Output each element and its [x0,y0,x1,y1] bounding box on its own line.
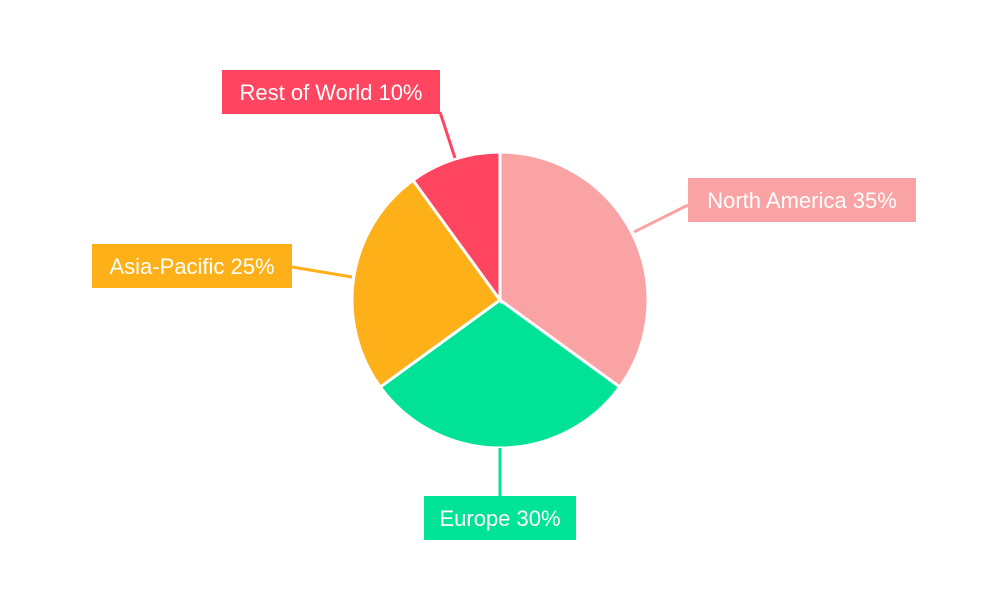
leader-line [633,203,689,234]
leader-line [291,265,353,279]
data-label: Asia-Pacific 25% [109,254,274,279]
pie-slice-europe[interactable] [378,298,622,450]
data-label: Rest of World 10% [239,80,422,105]
data-label-box [688,178,916,222]
pie-slice-asia-pacific[interactable] [350,178,503,390]
pie-slice-rest-of-world[interactable] [410,150,502,305]
data-label-box [424,496,576,540]
data-label: Europe 30% [439,506,560,531]
data-label-box [222,70,440,114]
data-label-box [92,244,292,288]
leader-line [438,111,457,159]
data-label: North America 35% [707,188,897,213]
pie-slice-north-america[interactable] [498,150,650,390]
